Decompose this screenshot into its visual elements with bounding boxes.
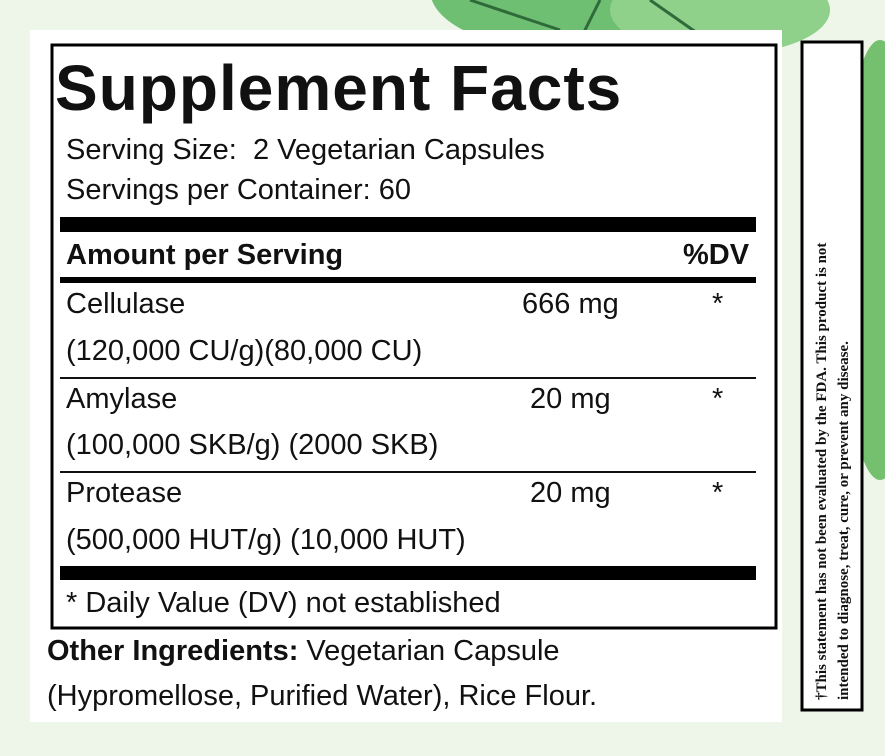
other-ingredients-text: Vegetarian Capsule [306,635,560,667]
divider [60,217,756,232]
row-divider [60,377,756,379]
row-amount: 20 mg [530,383,611,415]
disclaimer-line: †This statement has not been evaluated b… [814,243,830,700]
disclaimer-line: intended to diagnose, treat, cure, or pr… [836,341,852,700]
divider [60,277,756,283]
header-amount: Amount per Serving [66,239,344,271]
serving-size: Serving Size: 2 Vegetarian Capsules [66,134,545,166]
row-name: Cellulase [66,288,186,320]
row-detail: (500,000 HUT/g) (10,000 HUT) [66,524,466,556]
other-ingredients-label: Other Ingredients: [47,635,299,667]
row-detail: (120,000 CU/g)(80,000 CU) [66,335,423,367]
row-divider [60,471,756,473]
divider [60,566,756,580]
header-dv: %DV [683,239,750,271]
title: Supplement Facts [55,52,623,124]
row-dv: * [712,383,724,415]
row-name: Protease [66,477,183,509]
footnote: * Daily Value (DV) not established [66,587,501,619]
row-detail: (100,000 SKB/g) (2000 SKB) [66,429,439,461]
other-ingredients-text: (Hypromellose, Purified Water), Rice Flo… [47,680,598,712]
row-dv: * [712,288,724,320]
row-dv: * [712,477,724,509]
row-amount: 666 mg [522,288,619,320]
row-name: Amylase [66,383,178,415]
servings-per-container: Servings per Container: 60 [66,174,411,206]
other-ingredients: Other Ingredients: Vegetarian Capsule [47,637,560,666]
row-amount: 20 mg [530,477,611,509]
